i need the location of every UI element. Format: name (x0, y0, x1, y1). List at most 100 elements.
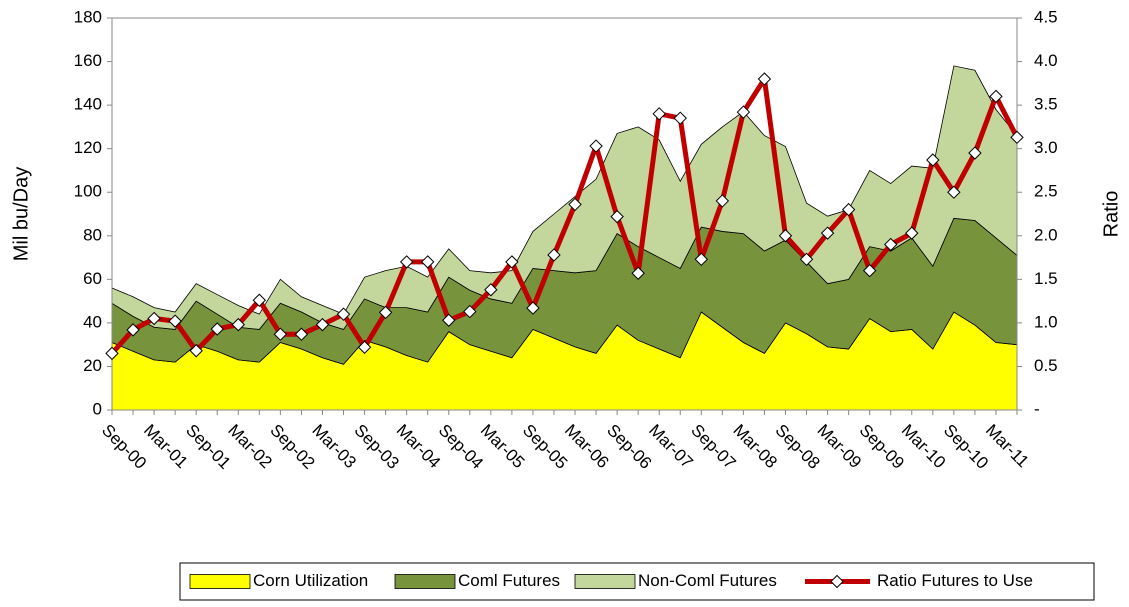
ratio-marker (420, 255, 435, 269)
y2-tick-label: 0.5 (1034, 356, 1058, 375)
ratio-marker (189, 344, 203, 358)
y2-tick-label: 3.0 (1034, 138, 1058, 157)
ratio-marker (694, 252, 709, 267)
x-tick-label: Mar-02 (224, 421, 276, 473)
ratio-marker (357, 340, 372, 354)
ratio-marker (884, 237, 898, 252)
ratio-marker (757, 72, 772, 86)
ratio-marker (147, 311, 161, 326)
y2-axis-title: Ratio (1100, 191, 1122, 238)
ratio-marker (841, 202, 856, 217)
legend-label: Corn Utilization (253, 571, 368, 590)
y-tick-label: 0 (93, 399, 102, 418)
ratio-marker (968, 146, 982, 160)
ratio-marker (715, 194, 730, 208)
x-tick-label: Mar-01 (140, 421, 192, 473)
ratio-marker (652, 107, 666, 121)
ratio-marker (399, 255, 414, 269)
x-tick-label: Mar-08 (729, 421, 781, 473)
legend-swatch (394, 574, 456, 589)
y2-tick-label: 2.0 (1034, 225, 1058, 244)
y-tick-label: 120 (74, 138, 102, 157)
x-tick-label: Sep-05 (519, 421, 571, 473)
y2-tick-label: 4.0 (1034, 51, 1058, 70)
y-tick-label: 100 (74, 182, 102, 201)
ratio-marker (989, 89, 1003, 104)
ratio-marker (315, 317, 330, 332)
ratio-marker (526, 301, 540, 315)
x-tick-label: Sep-00 (98, 421, 150, 473)
x-tick-label: Mar-06 (561, 421, 613, 473)
x-tick-label: Mar-09 (814, 421, 866, 473)
ratio-marker (168, 314, 182, 328)
ratio-marker (231, 317, 245, 332)
plot-frame (111, 17, 1018, 411)
ratio-marker (947, 185, 961, 199)
x-tick-label: Sep-02 (266, 421, 318, 473)
y-axis-title: Mil bu/Day (10, 167, 32, 261)
y2-tick-label: - (1034, 399, 1040, 418)
x-tick-label: Mar-11 (982, 421, 1033, 472)
x-tick-label: Mar-05 (477, 421, 529, 473)
legend-swatch (574, 574, 636, 589)
x-tick-label: Sep-07 (687, 421, 739, 473)
legend-label: Coml Futures (458, 571, 560, 590)
ratio-marker (1010, 130, 1024, 145)
ratio-marker (105, 346, 119, 361)
y2-tick-label: 1.0 (1034, 312, 1058, 331)
ratio-marker (252, 293, 267, 307)
y2-tick-label: 2.5 (1034, 182, 1058, 201)
legend-box (179, 562, 1095, 601)
y-tick-label: 140 (74, 95, 102, 114)
y2-tick-label: 3.5 (1034, 95, 1058, 114)
ratio-marker (778, 229, 793, 243)
x-tick-label: Sep-10 (940, 421, 992, 473)
ratio-marker (568, 197, 582, 212)
legend-marker (830, 574, 844, 589)
ratio-marker (294, 327, 309, 341)
y-tick-label: 160 (74, 51, 102, 70)
y2-tick-label: 4.5 (1034, 7, 1058, 26)
x-tick-label: Sep-04 (435, 421, 487, 473)
ratio-marker (589, 139, 603, 153)
legend-swatch (189, 574, 251, 589)
x-tick-label: Mar-03 (308, 421, 360, 473)
ratio-marker (210, 322, 224, 336)
legend: Corn Utilization Coml Futures Non-Coml Fut… (179, 562, 1095, 601)
x-tick-label: Sep-06 (603, 421, 655, 473)
ratio-marker (926, 153, 940, 167)
ratio-marker (736, 105, 751, 119)
ratio-marker (273, 327, 288, 341)
ratio-marker (484, 283, 498, 297)
y-tick-label: 60 (83, 269, 102, 288)
x-tick-label: Sep-09 (856, 421, 908, 473)
y-tick-label: 40 (83, 312, 102, 331)
ratio-marker (673, 111, 687, 125)
y-tick-label: 180 (74, 7, 102, 26)
ratio-marker (126, 323, 140, 337)
x-tick-label: Sep-01 (182, 421, 234, 473)
ratio-marker (463, 304, 477, 319)
ratio-marker (505, 255, 519, 269)
ratio-marker (631, 266, 645, 280)
x-tick-label: Sep-08 (771, 421, 823, 473)
legend-label: Non-Coml Futures (638, 571, 777, 590)
ratio-marker (547, 248, 561, 262)
y-tick-label: 80 (83, 225, 102, 244)
y2-tick-label: 1.5 (1034, 269, 1058, 288)
ratio-marker (442, 313, 456, 327)
ratio-line (110, 76, 1020, 356)
ratio-marker (862, 263, 877, 278)
ratio-marker (905, 226, 919, 240)
ratio-marker (610, 209, 624, 224)
ratio-marker (336, 307, 351, 321)
x-tick-label: Mar-07 (645, 421, 697, 473)
ratio-marker (378, 305, 393, 320)
ratio-marker (820, 226, 835, 240)
y-tick-label: 20 (83, 356, 102, 375)
x-tick-label: Mar-10 (898, 421, 950, 473)
x-tick-label: Sep-03 (351, 421, 403, 473)
x-tick-label: Mar-04 (393, 421, 445, 473)
legend-label: Ratio Futures to Use (877, 571, 1033, 590)
